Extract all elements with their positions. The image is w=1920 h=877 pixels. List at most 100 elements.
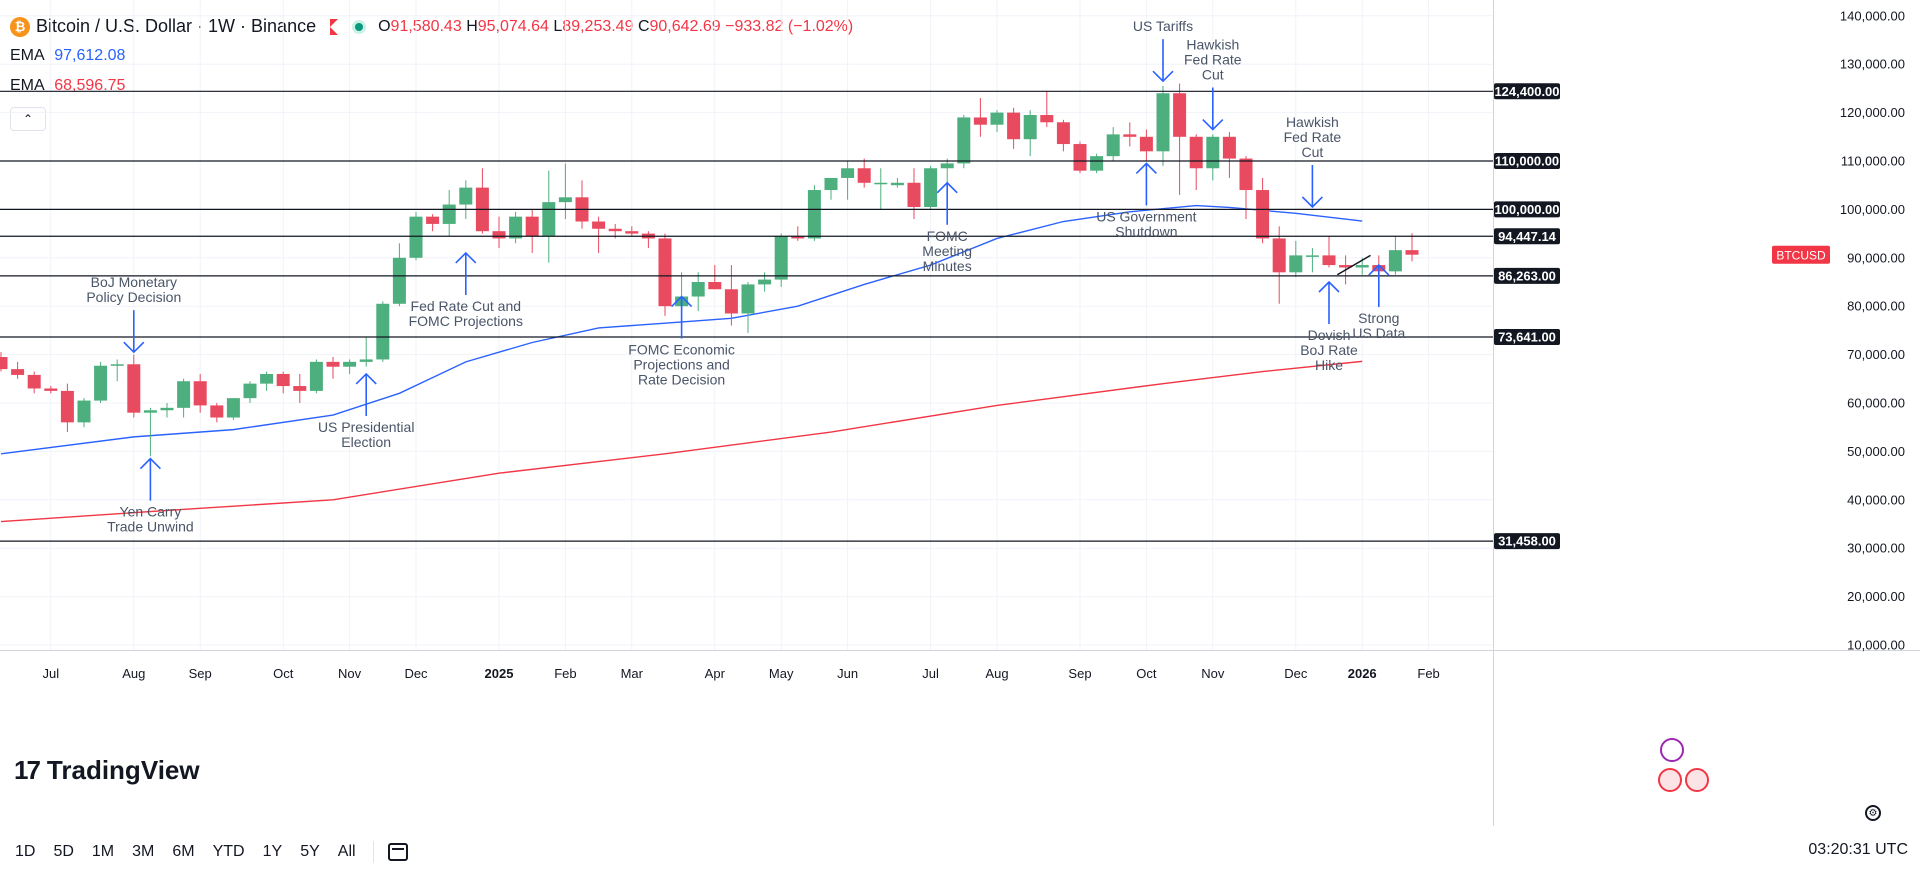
candle-body[interactable] — [1007, 112, 1021, 140]
candle-body[interactable] — [1239, 158, 1253, 191]
candle-body[interactable] — [60, 390, 74, 423]
candle-body[interactable] — [1355, 265, 1369, 268]
candle-body[interactable] — [1305, 255, 1319, 257]
candle-body[interactable] — [1339, 265, 1353, 268]
flag-icon[interactable] — [330, 18, 339, 35]
candle-body[interactable] — [143, 410, 157, 413]
range-button-3m[interactable]: 3M — [132, 842, 155, 860]
candle-body[interactable] — [957, 117, 971, 164]
range-button-1y[interactable]: 1Y — [262, 842, 283, 860]
candle-body[interactable] — [1090, 156, 1104, 171]
candle-body[interactable] — [293, 386, 307, 391]
lightning-badge-icon[interactable] — [1660, 738, 1684, 762]
symbol-title[interactable]: Bitcoin / U.S. Dollar · 1W · Binance — [36, 16, 317, 36]
candle-body[interactable] — [1388, 250, 1402, 272]
candle-body[interactable] — [741, 284, 755, 314]
us-flag-badge-icon-2[interactable] — [1685, 768, 1709, 792]
candle-body[interactable] — [127, 364, 141, 413]
candle-body[interactable] — [1023, 115, 1037, 140]
candle-body[interactable] — [1040, 115, 1054, 123]
candle-body[interactable] — [658, 238, 672, 307]
ema-slow-legend[interactable]: EMA 68,596.75 — [10, 77, 126, 94]
candle-body[interactable] — [260, 373, 274, 384]
candle-body[interactable] — [874, 182, 888, 185]
clock-readout[interactable]: 03:20:31 UTC — [1808, 841, 1908, 858]
candle-body[interactable] — [990, 112, 1004, 125]
candle-body[interactable] — [210, 405, 224, 418]
candle-body[interactable] — [1206, 136, 1220, 169]
candle-body[interactable] — [1256, 190, 1270, 239]
calendar-icon[interactable] — [387, 842, 408, 861]
price-chart[interactable]: 140,000.00 130,000.00 120,000.00 110,000.00… — [0, 0, 1920, 826]
candle-body[interactable] — [1189, 136, 1203, 169]
candle-body[interactable] — [857, 168, 871, 183]
candle-body[interactable] — [608, 228, 622, 232]
candle-body[interactable] — [11, 369, 25, 375]
candle-body[interactable] — [243, 383, 257, 399]
candle-body[interactable] — [376, 303, 390, 360]
candle-body[interactable] — [691, 282, 705, 297]
us-flag-badge-icon[interactable] — [1658, 768, 1682, 792]
candle-body[interactable] — [1322, 255, 1336, 266]
candle-body[interactable] — [1073, 144, 1087, 171]
range-button-all[interactable]: All — [337, 842, 356, 860]
candle-body[interactable] — [973, 117, 987, 125]
candle-body[interactable] — [0, 357, 8, 370]
candle-body[interactable] — [276, 373, 290, 387]
candle-body[interactable] — [193, 381, 207, 406]
candle-body[interactable] — [1123, 134, 1137, 137]
candle-body[interactable] — [1272, 238, 1286, 273]
candle-body[interactable] — [1289, 255, 1303, 273]
candle-body[interactable] — [1156, 93, 1170, 152]
settings-icon[interactable]: ⚙ — [1865, 805, 1881, 821]
candle-body[interactable] — [907, 182, 921, 207]
candle-body[interactable] — [791, 236, 805, 239]
candle-body[interactable] — [758, 279, 772, 285]
candle-body[interactable] — [525, 216, 539, 237]
candle-body[interactable] — [542, 202, 556, 237]
candle-body[interactable] — [160, 407, 174, 411]
trend-line[interactable] — [1336, 254, 1371, 276]
candle-body[interactable] — [326, 361, 340, 367]
candle-body[interactable] — [1106, 134, 1120, 157]
candle-body[interactable] — [1173, 93, 1187, 137]
candle-body[interactable] — [924, 168, 938, 207]
candle-body[interactable] — [1056, 122, 1070, 145]
ema-fast-legend[interactable]: EMA 97,612.08 — [10, 47, 126, 64]
candle-body[interactable] — [890, 182, 904, 186]
candle-body[interactable] — [77, 400, 91, 423]
range-button-6m[interactable]: 6M — [172, 842, 195, 860]
candle-body[interactable] — [1139, 136, 1153, 152]
range-button-1d[interactable]: 1D — [15, 842, 36, 860]
candle-body[interactable] — [343, 361, 357, 367]
candle-body[interactable] — [177, 381, 191, 408]
range-button-5d[interactable]: 5D — [53, 842, 74, 860]
candle-body[interactable] — [708, 282, 722, 290]
candle-body[interactable] — [1405, 250, 1419, 255]
candle-body[interactable] — [44, 388, 58, 391]
candle-body[interactable] — [724, 289, 738, 314]
range-button-1m[interactable]: 1M — [91, 842, 115, 860]
candle-body[interactable] — [509, 216, 523, 239]
candle-body[interactable] — [492, 231, 506, 239]
candle-body[interactable] — [807, 190, 821, 239]
candle-body[interactable] — [459, 187, 473, 205]
candle-body[interactable] — [940, 163, 954, 169]
candle-body[interactable] — [309, 361, 323, 391]
candle-body[interactable] — [409, 216, 423, 258]
candle-body[interactable] — [110, 364, 124, 366]
candle-body[interactable] — [824, 177, 838, 191]
candle-body[interactable] — [558, 197, 572, 203]
candle-body[interactable] — [392, 257, 406, 304]
candle-body[interactable] — [625, 231, 639, 234]
candle-body[interactable] — [226, 398, 240, 418]
tradingview-logo[interactable]: 17 TradingView — [14, 755, 200, 785]
candle-body[interactable] — [426, 216, 440, 224]
collapse-legend-button[interactable]: ⌃ — [10, 107, 46, 131]
range-button-ytd[interactable]: YTD — [212, 842, 245, 860]
candle-body[interactable] — [1222, 136, 1236, 159]
candle-body[interactable] — [841, 168, 855, 178]
candle-body[interactable] — [94, 365, 108, 401]
range-button-5y[interactable]: 5Y — [300, 842, 320, 860]
candle-body[interactable] — [359, 359, 373, 362]
